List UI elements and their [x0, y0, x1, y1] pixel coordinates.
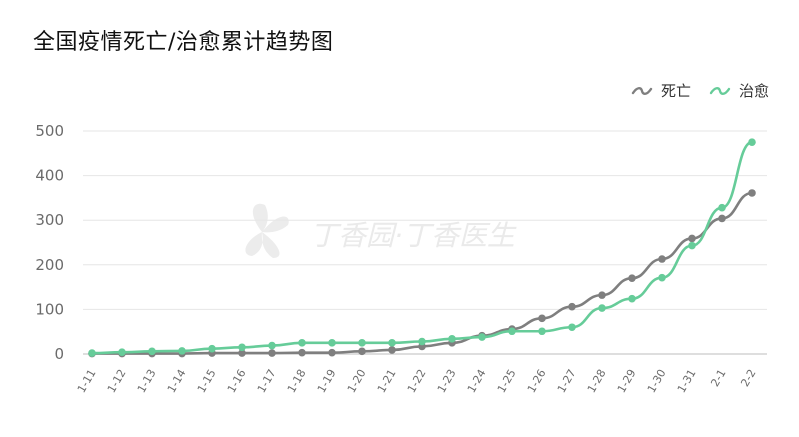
x-tick-label: 1-23 [435, 367, 459, 395]
y-tick-label: 400 [35, 167, 64, 185]
data-point-1-0 [88, 349, 96, 357]
data-point-0-8 [328, 348, 336, 357]
data-point-1-6 [268, 341, 276, 350]
x-tick-label: 1-31 [675, 367, 699, 395]
legend-item-death[interactable]: 死亡 [631, 80, 691, 101]
data-point-1-19 [658, 273, 666, 282]
legend: 死亡 治愈 [631, 80, 769, 101]
data-point-0-6 [268, 349, 276, 357]
data-point-0-22 [748, 189, 756, 197]
x-tick-label: 1-15 [195, 367, 219, 395]
x-tick-label: 1-11 [75, 367, 99, 395]
data-point-0-16 [568, 302, 576, 311]
data-point-0-19 [658, 255, 666, 263]
data-point-1-15 [538, 327, 546, 336]
legend-label-recovered: 治愈 [738, 82, 769, 100]
x-tick-label: 1-12 [105, 367, 129, 395]
y-tick-label: 500 [35, 122, 64, 140]
y-tick-label: 0 [54, 345, 64, 363]
series-line-0 [90, 191, 754, 355]
data-point-0-10 [388, 346, 396, 354]
x-tick-label: 1-28 [585, 367, 609, 395]
data-point-1-11 [418, 337, 426, 346]
data-point-0-17 [598, 291, 606, 299]
x-tick-label: 1-18 [285, 367, 309, 395]
chart-title: 全国疫情死亡/治愈累计趋势图 [33, 30, 334, 55]
y-tick-label: 300 [35, 211, 64, 229]
x-tick-label: 1-17 [255, 367, 279, 395]
data-point-1-16 [568, 323, 576, 332]
data-point-1-22 [748, 138, 756, 146]
data-point-1-4 [208, 344, 216, 353]
x-tick-label: 1-16 [225, 367, 249, 395]
data-point-1-10 [388, 339, 396, 347]
x-tick-label: 1-21 [375, 367, 399, 395]
legend-label-death: 死亡 [660, 82, 691, 100]
data-point-1-3 [178, 347, 186, 355]
data-point-0-9 [358, 347, 366, 356]
x-tick-label: 1-25 [495, 367, 519, 395]
x-tick-label: 1-22 [405, 367, 429, 395]
x-tick-label: 1-27 [555, 367, 579, 395]
data-point-1-7 [298, 339, 306, 347]
data-point-0-15 [538, 314, 546, 323]
data-point-1-20 [688, 241, 696, 250]
x-tick-label: 1-19 [315, 367, 339, 395]
data-point-1-5 [238, 343, 246, 352]
data-point-1-12 [448, 335, 456, 343]
x-tick-label: 1-29 [615, 367, 639, 395]
data-point-1-21 [718, 203, 726, 212]
data-point-1-17 [598, 304, 606, 312]
data-point-1-14 [508, 327, 516, 336]
data-point-1-1 [118, 348, 126, 357]
data-point-1-18 [628, 294, 636, 303]
data-point-0-21 [718, 214, 726, 223]
wave-icon-death [631, 86, 653, 95]
legend-item-recovered[interactable]: 治愈 [709, 80, 769, 101]
data-point-0-7 [298, 348, 306, 357]
data-point-1-8 [328, 339, 336, 347]
data-point-1-2 [148, 347, 156, 356]
x-tick-label: 1-20 [345, 367, 369, 395]
data-point-0-18 [628, 274, 636, 282]
wave-icon-recovered [709, 86, 731, 95]
data-point-1-13 [478, 333, 486, 341]
watermark-text: 丁香园·丁香医生 [310, 219, 517, 252]
x-tick-label: 2-1 [708, 367, 728, 389]
x-tick-label: 1-14 [165, 367, 189, 395]
x-tick-label: 2-2 [738, 367, 758, 389]
y-tick-label: 200 [35, 256, 64, 274]
data-point-1-9 [358, 339, 366, 347]
x-tick-label: 1-24 [465, 367, 489, 395]
x-tick-label: 1-30 [645, 367, 669, 395]
x-tick-label: 1-26 [525, 367, 549, 395]
x-tick-label: 1-13 [135, 367, 159, 395]
watermark-logo-icon [245, 203, 289, 258]
data-point-0-5 [238, 349, 246, 357]
data-point-0-20 [688, 234, 696, 243]
y-tick-label: 100 [35, 300, 64, 318]
